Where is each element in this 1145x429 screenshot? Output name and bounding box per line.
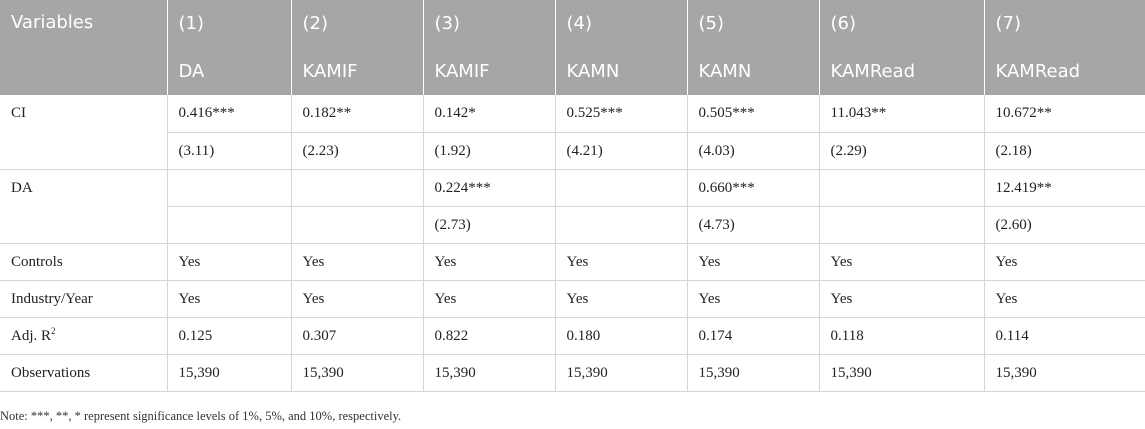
cell-adj-r2-3: 0.822 — [423, 317, 556, 355]
cell-controls-6: Yes — [819, 243, 985, 281]
row-label-adj-r2: Adj. R2 — [0, 317, 168, 355]
cell-observations-6: 15,390 — [819, 354, 985, 392]
header-model-2: (2) — [291, 0, 424, 47]
cell-observations-3: 15,390 — [423, 354, 556, 392]
cell-adj-r2-5: 0.174 — [687, 317, 820, 355]
header-dep-7: KAMRead — [984, 47, 1145, 95]
cell-da-t-7: (2.60) — [984, 206, 1145, 244]
adj-r-superscript: 2 — [51, 325, 56, 336]
cell-controls-1: Yes — [167, 243, 292, 281]
cell-ci-t-1: (3.11) — [167, 132, 292, 170]
adj-r-text: Adj. R — [11, 327, 52, 344]
cell-adj-r2-1: 0.125 — [167, 317, 292, 355]
header-row-dependent: DA KAMIF KAMIF KAMN KAMN KAMRead KAMRead — [0, 47, 1145, 95]
table-row-da-coef: DA 0.224*** 0.660*** 12.419** — [0, 169, 1145, 244]
regression-table: Variables (1) (2) (3) (4) (5) (6) (7) DA… — [0, 0, 1145, 392]
cell-adj-r2-6: 0.118 — [819, 317, 985, 355]
header-model-3: (3) — [423, 0, 556, 47]
table-header: Variables (1) (2) (3) (4) (5) (6) (7) DA… — [0, 0, 1145, 95]
header-dep-5: KAMN — [687, 47, 820, 95]
header-dep-2: KAMIF — [291, 47, 424, 95]
header-model-6: (6) — [819, 0, 985, 47]
cell-ci-coef-7: 10.672** — [984, 95, 1145, 133]
table-note: Note: ***, **, * represent significance … — [0, 409, 402, 423]
cell-ci-t-6: (2.29) — [819, 132, 985, 170]
cell-controls-7: Yes — [984, 243, 1145, 281]
table-row-industry-year: Industry/Year Yes Yes Yes Yes Yes Yes Ye… — [0, 280, 1145, 318]
cell-adj-r2-4: 0.180 — [555, 317, 688, 355]
header-model-4: (4) — [555, 0, 688, 47]
header-dep-6: KAMRead — [819, 47, 985, 95]
cell-observations-5: 15,390 — [687, 354, 820, 392]
cell-ci-coef-4: 0.525*** — [555, 95, 688, 133]
cell-da-t-6 — [819, 206, 985, 244]
cell-ci-t-4: (4.21) — [555, 132, 688, 170]
cell-observations-7: 15,390 — [984, 354, 1145, 392]
cell-industry-year-2: Yes — [291, 280, 424, 318]
header-model-1: (1) — [167, 0, 292, 47]
cell-da-coef-1 — [167, 169, 292, 207]
cell-da-t-2 — [291, 206, 424, 244]
cell-adj-r2-7: 0.114 — [984, 317, 1145, 355]
row-label-ci: CI — [0, 95, 168, 170]
cell-observations-2: 15,390 — [291, 354, 424, 392]
cell-controls-5: Yes — [687, 243, 820, 281]
cell-da-coef-6 — [819, 169, 985, 207]
cell-da-t-3: (2.73) — [423, 206, 556, 244]
cell-industry-year-5: Yes — [687, 280, 820, 318]
cell-observations-1: 15,390 — [167, 354, 292, 392]
cell-controls-4: Yes — [555, 243, 688, 281]
cell-ci-t-3: (1.92) — [423, 132, 556, 170]
cell-ci-coef-2: 0.182** — [291, 95, 424, 133]
cell-controls-3: Yes — [423, 243, 556, 281]
header-row-models: Variables (1) (2) (3) (4) (5) (6) (7) — [0, 0, 1145, 95]
cell-industry-year-1: Yes — [167, 280, 292, 318]
cell-controls-2: Yes — [291, 243, 424, 281]
table-row-da-t: (2.73) (4.73) (2.60) — [0, 206, 1145, 244]
table-row-ci-coef: CI 0.416*** 0.182** 0.142* 0.525*** 0.50… — [0, 95, 1145, 170]
cell-da-t-4 — [555, 206, 688, 244]
table-row-observations: Observations 15,390 15,390 15,390 15,390… — [0, 354, 1145, 392]
table-row-adj-r2: Adj. R2 0.125 0.307 0.822 0.180 0.174 0.… — [0, 317, 1145, 355]
cell-da-t-5: (4.73) — [687, 206, 820, 244]
header-variables: Variables — [0, 0, 168, 95]
header-dep-4: KAMN — [555, 47, 688, 95]
cell-ci-coef-1: 0.416*** — [167, 95, 292, 133]
cell-da-coef-4 — [555, 169, 688, 207]
cell-industry-year-7: Yes — [984, 280, 1145, 318]
cell-ci-coef-6: 11.043** — [819, 95, 985, 133]
cell-da-coef-2 — [291, 169, 424, 207]
cell-ci-t-2: (2.23) — [291, 132, 424, 170]
cell-ci-t-7: (2.18) — [984, 132, 1145, 170]
cell-industry-year-4: Yes — [555, 280, 688, 318]
row-label-controls: Controls — [0, 243, 168, 281]
header-model-7: (7) — [984, 0, 1145, 47]
cell-da-coef-3: 0.224*** — [423, 169, 556, 207]
cell-industry-year-3: Yes — [423, 280, 556, 318]
header-dep-1: DA — [167, 47, 292, 95]
table-row-controls: Controls Yes Yes Yes Yes Yes Yes Yes — [0, 243, 1145, 281]
cell-da-coef-5: 0.660*** — [687, 169, 820, 207]
cell-ci-t-5: (4.03) — [687, 132, 820, 170]
cell-da-t-1 — [167, 206, 292, 244]
table-body: CI 0.416*** 0.182** 0.142* 0.525*** 0.50… — [0, 95, 1145, 392]
table-row-ci-t: (3.11) (2.23) (1.92) (4.21) (4.03) (2.29… — [0, 132, 1145, 170]
row-label-industry-year: Industry/Year — [0, 280, 168, 318]
row-label-observations: Observations — [0, 354, 168, 392]
cell-adj-r2-2: 0.307 — [291, 317, 424, 355]
cell-industry-year-6: Yes — [819, 280, 985, 318]
header-dep-3: KAMIF — [423, 47, 556, 95]
cell-observations-4: 15,390 — [555, 354, 688, 392]
cell-ci-coef-3: 0.142* — [423, 95, 556, 133]
cell-da-coef-7: 12.419** — [984, 169, 1145, 207]
row-label-da: DA — [0, 169, 168, 244]
cell-ci-coef-5: 0.505*** — [687, 95, 820, 133]
header-model-5: (5) — [687, 0, 820, 47]
